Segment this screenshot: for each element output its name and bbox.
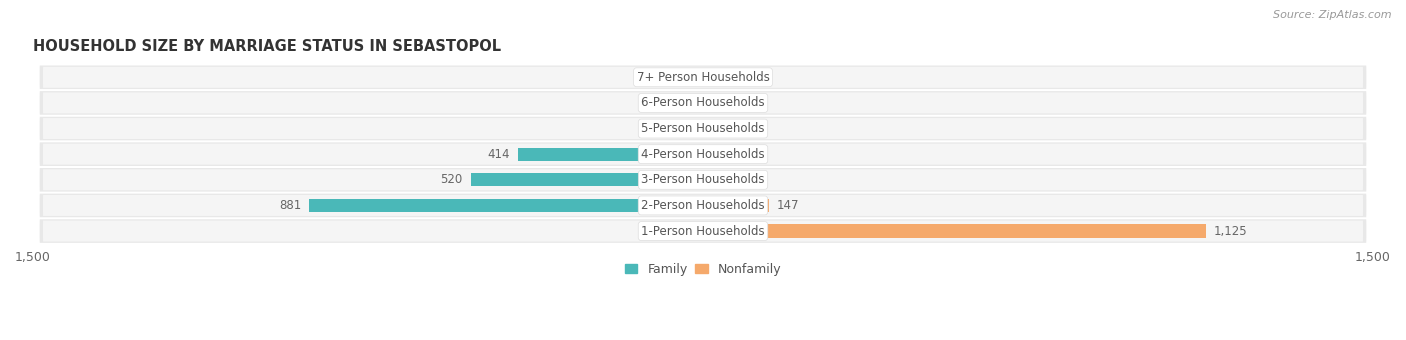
Text: 414: 414 [488, 148, 510, 161]
Text: HOUSEHOLD SIZE BY MARRIAGE STATUS IN SEBASTOPOL: HOUSEHOLD SIZE BY MARRIAGE STATUS IN SEB… [32, 39, 501, 54]
Text: 147: 147 [776, 199, 799, 212]
FancyBboxPatch shape [44, 195, 1362, 216]
Text: 0: 0 [728, 97, 737, 109]
Bar [703, 71, 721, 84]
Bar [685, 224, 703, 238]
Bar [309, 199, 703, 212]
Text: 520: 520 [440, 173, 463, 186]
Text: 68: 68 [650, 122, 665, 135]
Text: 0: 0 [728, 71, 737, 84]
FancyBboxPatch shape [39, 66, 1367, 89]
Bar [703, 96, 721, 109]
Text: 84: 84 [643, 71, 658, 84]
Text: 0: 0 [728, 122, 737, 135]
FancyBboxPatch shape [44, 221, 1362, 242]
Text: 881: 881 [280, 199, 301, 212]
Text: Source: ZipAtlas.com: Source: ZipAtlas.com [1274, 10, 1392, 20]
FancyBboxPatch shape [39, 142, 1367, 166]
Bar [703, 148, 721, 161]
Bar [703, 224, 1205, 238]
FancyBboxPatch shape [44, 118, 1362, 139]
Bar [703, 122, 721, 135]
Text: 0: 0 [669, 225, 678, 238]
Legend: Family, Nonfamily: Family, Nonfamily [620, 258, 786, 281]
Text: 0: 0 [669, 97, 678, 109]
FancyBboxPatch shape [39, 117, 1367, 140]
Text: 4-Person Households: 4-Person Households [641, 148, 765, 161]
Bar [703, 173, 721, 186]
Bar [665, 71, 703, 84]
Text: 6-Person Households: 6-Person Households [641, 97, 765, 109]
FancyBboxPatch shape [39, 219, 1367, 243]
FancyBboxPatch shape [44, 92, 1362, 114]
Bar [703, 199, 769, 212]
Text: 1,125: 1,125 [1213, 225, 1247, 238]
Text: 5-Person Households: 5-Person Households [641, 122, 765, 135]
FancyBboxPatch shape [39, 194, 1367, 217]
Text: 19: 19 [728, 148, 744, 161]
Bar [685, 96, 703, 109]
FancyBboxPatch shape [44, 67, 1362, 88]
Text: 3-Person Households: 3-Person Households [641, 173, 765, 186]
Bar [471, 173, 703, 186]
FancyBboxPatch shape [39, 91, 1367, 115]
Text: 0: 0 [728, 173, 737, 186]
Text: 7+ Person Households: 7+ Person Households [637, 71, 769, 84]
FancyBboxPatch shape [44, 169, 1362, 190]
Bar [672, 122, 703, 135]
FancyBboxPatch shape [44, 144, 1362, 165]
Text: 2-Person Households: 2-Person Households [641, 199, 765, 212]
Text: 1-Person Households: 1-Person Households [641, 225, 765, 238]
FancyBboxPatch shape [39, 168, 1367, 192]
Bar [517, 148, 703, 161]
